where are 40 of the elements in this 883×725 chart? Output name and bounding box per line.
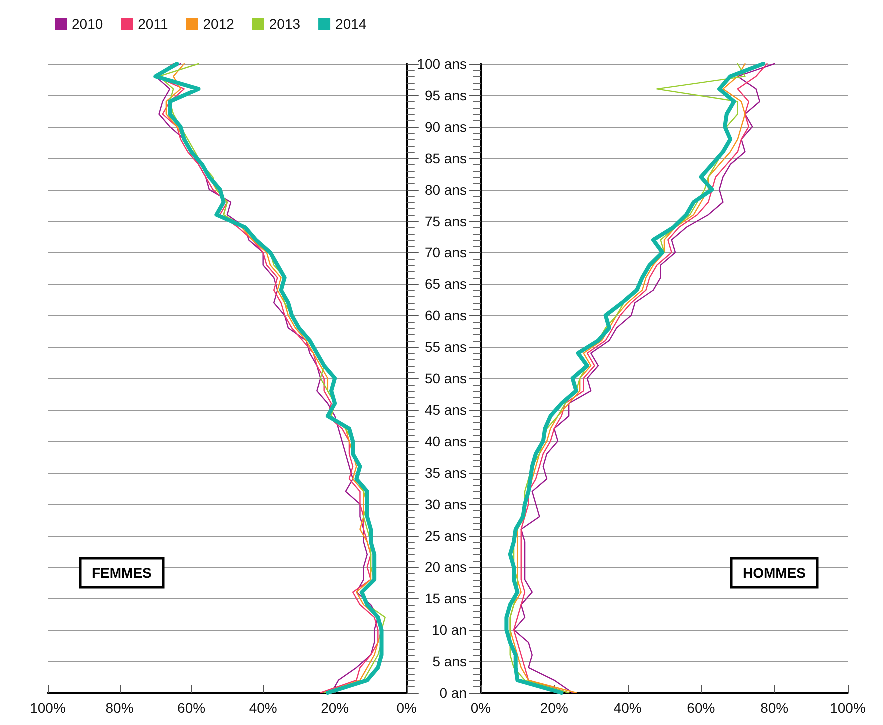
x-tick-label: 0% (470, 700, 492, 716)
x-tick-label: 20% (321, 700, 350, 716)
y-tick-label: 65 ans (424, 276, 467, 292)
x-tick-label: 60% (687, 700, 716, 716)
x-tick-label: 100% (30, 700, 66, 716)
y-tick-label: 45 ans (424, 402, 467, 418)
y-tick-label: 85 ans (424, 150, 467, 166)
x-tick-label: 80% (760, 700, 789, 716)
legend-label: 2014 (336, 16, 367, 32)
y-tick-label: 5 ans (432, 654, 467, 670)
y-tick-label: 60 ans (424, 308, 467, 324)
y-tick-label: 100 ans (417, 56, 467, 72)
y-tick-label: 55 ans (424, 339, 467, 356)
y-tick-label: 80 ans (424, 182, 467, 198)
x-tick-label: 40% (614, 700, 642, 716)
y-tick-label: 20 ans (424, 559, 467, 576)
y-tick-label: 15 ans (424, 590, 467, 607)
x-tick-label: 40% (249, 700, 278, 716)
y-tick-label: 90 ans (424, 118, 467, 135)
x-tick-label: 0% (396, 700, 417, 716)
y-tick-label: 75 ans (424, 213, 467, 230)
legend-label: 2012 (203, 16, 235, 32)
x-tick-label: 80% (106, 700, 134, 716)
y-tick-label: 70 ans (424, 244, 467, 261)
x-tick-label: 100% (830, 700, 866, 716)
y-tick-label: 35 ans (424, 464, 467, 481)
x-tick-label: 60% (178, 700, 206, 716)
y-tick-label: 0 an (440, 685, 467, 701)
y-tick-label: 95 ans (424, 87, 467, 104)
y-tick-label: 40 ans (424, 433, 467, 450)
legend-label: 2010 (72, 16, 104, 32)
x-tick-label: 20% (540, 700, 568, 716)
y-tick-label: 25 ans (424, 528, 467, 544)
y-tick-label: 30 ans (424, 496, 467, 512)
y-tick-label: 50 ans (424, 370, 467, 386)
y-tick-label: 10 an (432, 622, 467, 638)
text: HOMMES (743, 565, 806, 581)
legend-label: 2013 (269, 16, 301, 32)
text: FEMMES (92, 565, 152, 581)
legend-label: 2011 (138, 16, 168, 32)
